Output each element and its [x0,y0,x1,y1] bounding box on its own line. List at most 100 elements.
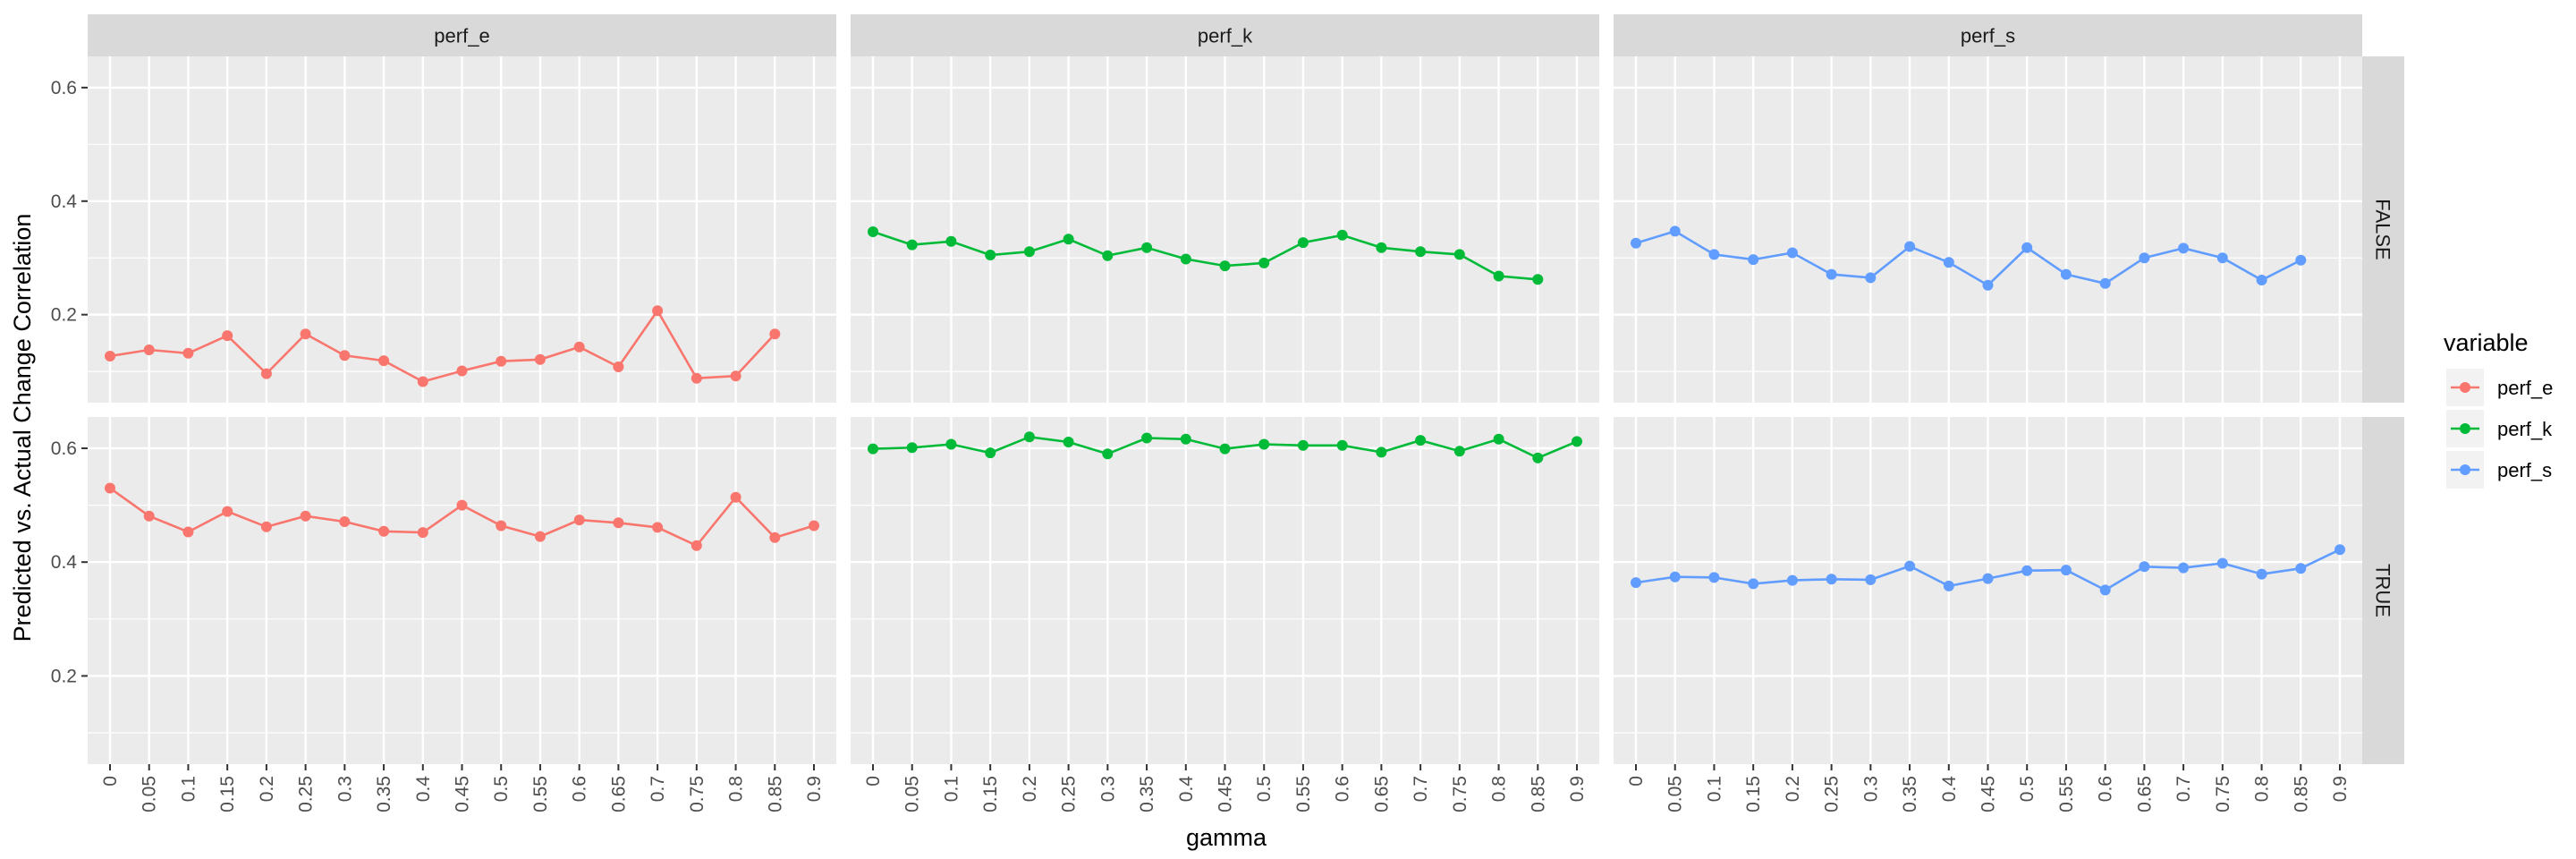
x-tick-label: 0.15 [1743,776,1764,812]
data-point-perf_s-TRUE-0.65 [2139,561,2150,573]
strip-background [1614,14,2362,56]
data-point-perf_s-FALSE-0.35 [1904,241,1916,252]
data-point-perf_s-TRUE-0.15 [1748,578,1759,590]
legend-entry-perf_k: perf_k [2446,410,2553,447]
data-point-perf_e-TRUE-0.7 [652,522,664,533]
data-point-perf_k-TRUE-0.9 [1572,436,1582,447]
x-tick-label: 0.05 [1665,776,1686,812]
x-tick-label: 0.1 [178,776,199,802]
data-point-perf_s-FALSE-0.8 [2256,275,2267,285]
data-point-perf_e-TRUE-0.15 [222,506,233,517]
data-point-perf_k-FALSE-0.1 [945,235,957,247]
column-strips: perf_e perf_k perf_s [88,14,2362,56]
data-point-perf_k-TRUE-0 [868,443,878,455]
x-tick-label: 0.7 [648,776,668,802]
x-tick-label: 0.5 [1254,776,1275,802]
data-point-perf_e-FALSE-0.2 [260,368,272,379]
x-axis: 0 0.05 0.1 0.15 0.2 0.25 0.3 0.35 0.4 0.45 0.5 0.55… [100,764,2351,812]
strip-label: TRUE [2372,564,2394,617]
x-tick-label: 0.65 [608,776,629,812]
data-point-perf_s-FALSE-0.85 [2295,254,2307,266]
x-axis-title: gamma [1186,824,1267,851]
x-tick-label: 0.4 [1176,776,1197,803]
x-tick-label: 0.7 [2174,776,2194,802]
data-point-perf_k-FALSE-0.65 [1376,242,1387,253]
x-tick-label: 0.9 [1567,776,1588,802]
data-point-perf_e-FALSE-0.55 [534,353,546,365]
series-line-perf_k-FALSE [872,230,1538,281]
data-point-perf_s-FALSE-0.1 [1708,249,1720,260]
data-point-perf_k-FALSE-0.5 [1258,257,1270,268]
data-point-perf_e-TRUE-0.25 [300,510,311,522]
data-point-perf_e-FALSE-0.4 [417,376,428,387]
data-point-perf_s-FALSE-0.5 [2021,242,2033,253]
data-point-perf_k-TRUE-0.8 [1493,433,1504,445]
data-point-perf_k-TRUE-0.6 [1336,439,1348,451]
x-tick-label: 0.6 [570,776,590,802]
data-point-perf_k-TRUE-0.15 [985,447,996,459]
y-tick-label: 0.2 [51,305,77,326]
x-tick-label: 0.85 [765,776,785,812]
data-point-perf_e-FALSE-0.05 [143,344,155,355]
x-tick-label: 0.85 [2291,776,2311,812]
data-point-perf_e-TRUE-0.4 [417,527,428,539]
data-point-perf_k-TRUE-0.75 [1453,446,1465,457]
strip-TRUE: TRUE [2362,417,2404,764]
x-tick-label: 0 [863,776,884,787]
data-point-perf_s-TRUE-0.1 [1708,572,1720,583]
data-point-perf_k-TRUE-0.35 [1141,432,1153,444]
data-point-perf_s-TRUE-0.25 [1826,574,1837,585]
strip-label: perf_s [1961,25,2015,47]
data-point-perf_e-FALSE-0.45 [456,365,468,377]
x-tick-label: 0.55 [1293,776,1314,812]
data-point-perf_s-FALSE-0.65 [2139,252,2150,264]
data-point-perf_k-FALSE-0.55 [1297,237,1309,249]
legend-entry-perf_s: perf_s [2446,451,2552,489]
data-point-perf_e-FALSE-0.3 [339,350,351,361]
x-tick-label: 0.8 [2252,776,2273,802]
data-point-perf_s-TRUE-0.2 [1786,574,1798,586]
panel-perf_e-TRUE [88,417,836,764]
strip-FALSE: FALSE [2362,56,2404,403]
data-point-perf_e-TRUE-0 [105,482,115,494]
panel-perf_e-FALSE [88,56,836,403]
data-point-perf_e-FALSE-0.1 [182,347,194,359]
data-point-perf_e-FALSE-0.15 [222,330,233,342]
x-tick-label: 0.9 [804,776,825,802]
x-tick-label: 0.4 [413,776,434,803]
data-point-perf_s-TRUE-0.4 [1943,580,1954,591]
x-tick-label: 0.1 [941,776,962,802]
strip-background [851,14,1599,56]
legend-key-point [2460,423,2470,434]
data-point-perf_e-FALSE-0.8 [730,370,741,382]
y-tick-label: 0.2 [51,666,77,686]
data-point-perf_e-TRUE-0.65 [613,517,624,529]
strip-background [2362,56,2404,403]
data-point-perf_s-TRUE-0.9 [2334,544,2345,556]
y-tick-label: 0.4 [51,191,78,212]
data-point-perf_s-FALSE-0.15 [1748,254,1759,266]
data-point-perf_e-TRUE-0.9 [809,520,819,532]
data-point-perf_s-TRUE-0.3 [1865,574,1877,585]
x-tick-label: 0.2 [1020,776,1040,802]
x-tick-label: 0.65 [1371,776,1392,812]
strip-perf_e: perf_e [88,14,836,56]
data-point-perf_k-FALSE-0 [868,226,878,237]
x-tick-label: 0.55 [2056,776,2077,812]
y-axis-title: Predicted vs. Actual Change Correlation [9,214,36,642]
data-point-perf_k-FALSE-0.8 [1493,270,1504,282]
x-tick-label: 0.9 [2330,776,2351,802]
x-tick-label: 0 [1626,776,1647,787]
x-tick-label: 0 [100,776,121,787]
x-tick-label: 0.85 [1528,776,1548,812]
x-tick-label: 0.2 [257,776,277,802]
data-point-perf_s-FALSE-0.25 [1826,268,1837,280]
data-point-perf_k-FALSE-0.05 [906,239,918,251]
panel-perf_s-TRUE [1614,417,2362,764]
x-tick-label: 0.65 [2134,776,2155,812]
data-point-perf_e-FALSE-0.75 [691,372,702,384]
strip-perf_s: perf_s [1614,14,2362,56]
data-point-perf_e-FALSE-0.85 [769,328,781,340]
data-point-perf_k-FALSE-0.25 [1063,234,1074,245]
